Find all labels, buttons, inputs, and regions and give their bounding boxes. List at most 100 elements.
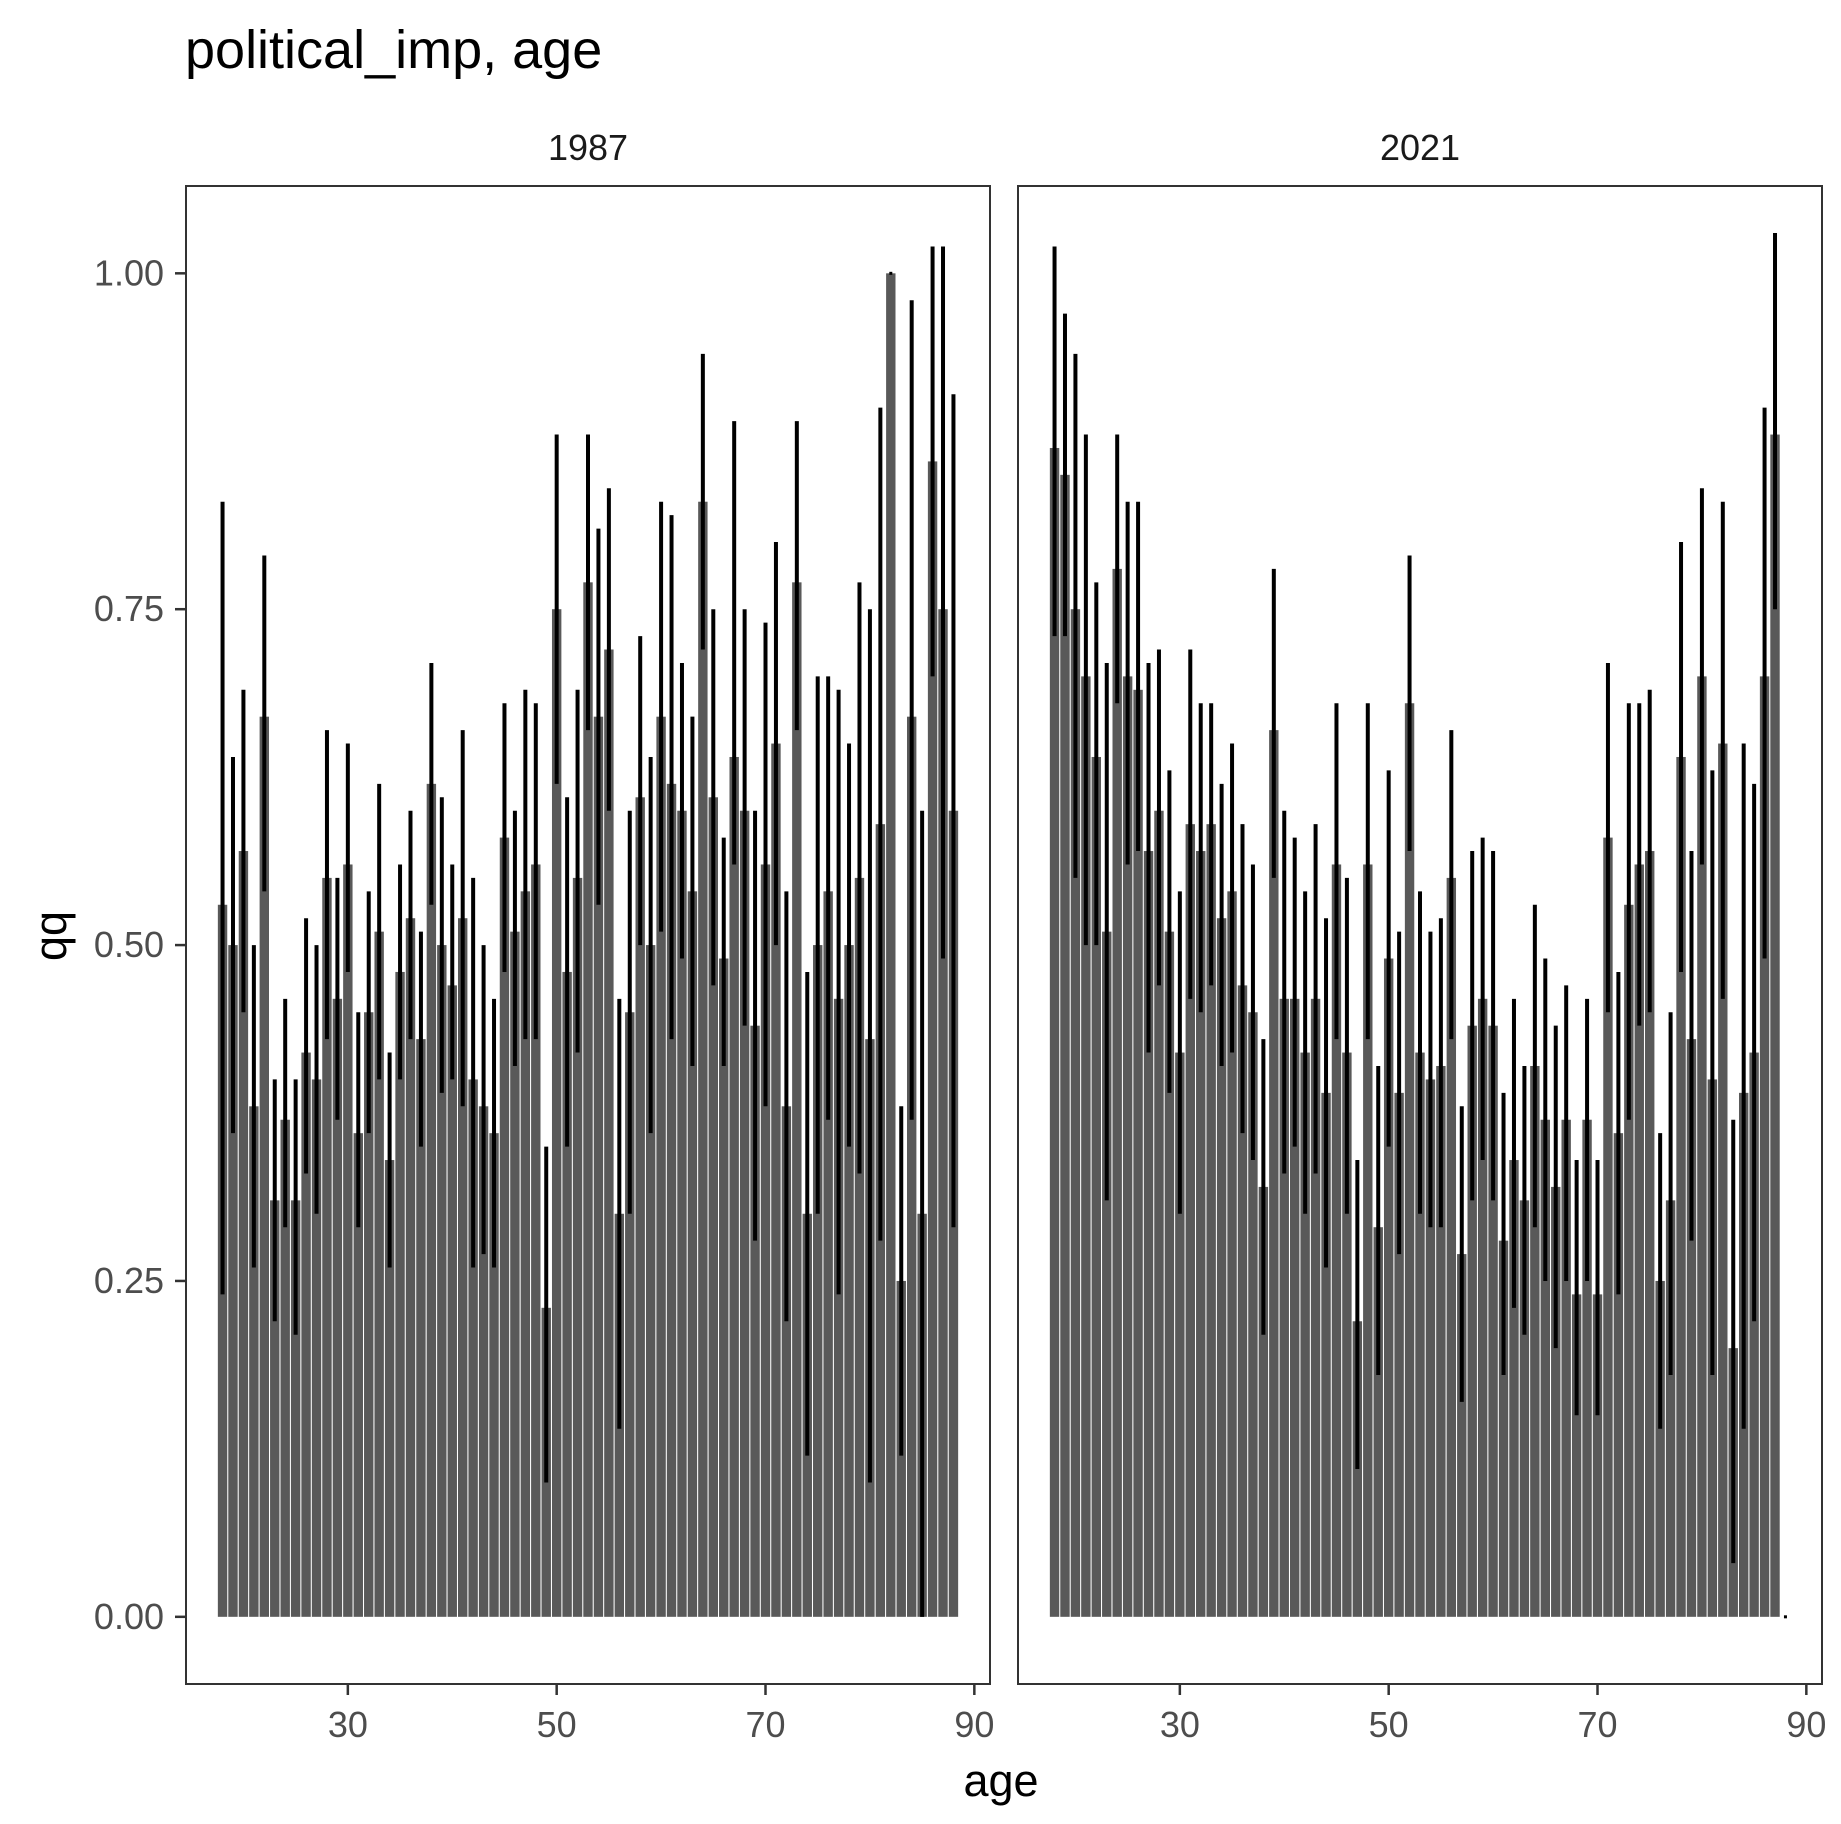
bar [562,971,572,1617]
bar [1571,1294,1582,1617]
bar [1477,998,1488,1617]
bar [1582,1119,1592,1617]
panel-label: 2021 [1380,127,1460,168]
bar [1373,1227,1383,1617]
bar [1122,676,1133,1617]
bar [687,891,698,1617]
bar [604,649,614,1617]
bar [520,891,531,1617]
bar [499,837,510,1617]
bar [813,945,823,1617]
bar [583,582,593,1617]
x-tick-label: 70 [1577,1704,1617,1745]
bar [1185,824,1195,1617]
bar [1645,851,1655,1617]
bar [1624,904,1634,1617]
bar [426,783,437,1617]
y-tick-label: 0.00 [94,1596,164,1637]
bar [1686,1039,1697,1617]
bar [468,1079,478,1617]
bar [1749,1052,1759,1617]
bar [1665,1200,1676,1617]
bar [1613,1133,1624,1617]
x-tick-label: 70 [745,1704,785,1745]
bar [593,716,604,1617]
bar [760,864,771,1617]
bar [927,461,938,1617]
bar [1404,703,1415,1617]
bar [1290,998,1300,1617]
bar [1206,824,1216,1617]
bar [1697,676,1707,1617]
bar [708,797,718,1617]
y-tick-label: 0.25 [94,1260,164,1301]
bar [719,958,729,1617]
bar [353,1133,363,1617]
bar [1227,891,1237,1617]
error-bar [889,271,893,275]
bar [823,891,833,1617]
bar [792,582,802,1617]
bar [1143,851,1154,1617]
bar [1175,1052,1185,1617]
bar [1519,1200,1530,1617]
chart-title: political_imp, age [185,20,602,80]
bar [833,998,844,1617]
bar [729,756,739,1617]
bar [1310,998,1321,1617]
bar [906,716,917,1617]
bar [1049,447,1060,1617]
y-axis-title: qq [25,911,76,961]
bar [1269,730,1279,1617]
bar [1655,1280,1665,1617]
bar [698,501,708,1617]
bar [249,1106,259,1617]
bar [1133,689,1143,1617]
bar [1258,1186,1269,1617]
bar [238,851,249,1617]
bar [531,864,541,1617]
bar [1540,1119,1550,1617]
bar [1237,985,1248,1617]
bar [635,797,645,1617]
bar [1060,474,1070,1617]
bar [1446,877,1457,1617]
bar [572,877,583,1617]
bar [1342,1052,1352,1617]
bar [489,1133,499,1617]
bar [1216,918,1227,1617]
x-tick-label: 30 [328,1704,368,1745]
x-tick-label: 50 [537,1704,577,1745]
panel-border [1017,185,1823,1685]
bar [1154,810,1164,1617]
bar [1164,931,1175,1617]
bar [1363,864,1373,1617]
bar [478,1106,489,1617]
bar [886,273,896,1617]
bar [739,810,750,1617]
bar [1394,1092,1404,1617]
x-tick-label: 90 [1786,1704,1826,1745]
bar [270,1200,280,1617]
y-tick-label: 1.00 [94,252,164,293]
bar [1457,1254,1467,1617]
bar [1321,1092,1331,1617]
bar [1081,676,1091,1617]
bar [1091,756,1102,1617]
bar [332,998,343,1617]
bar [1509,1160,1519,1617]
bar [510,931,520,1617]
bar [416,1039,426,1617]
bar [1530,1065,1540,1617]
bar [1196,851,1206,1617]
bar [343,864,353,1617]
y-axis-ticks: 0.00 0.25 0.50 0.75 1.00 [94,252,186,1637]
bar [1718,743,1728,1617]
bar [1436,1065,1446,1617]
y-tick-label: 0.75 [94,588,164,629]
bar [1634,864,1644,1617]
x-tick-label: 50 [1369,1704,1409,1745]
bar [1425,1079,1436,1617]
bar [1102,931,1112,1617]
